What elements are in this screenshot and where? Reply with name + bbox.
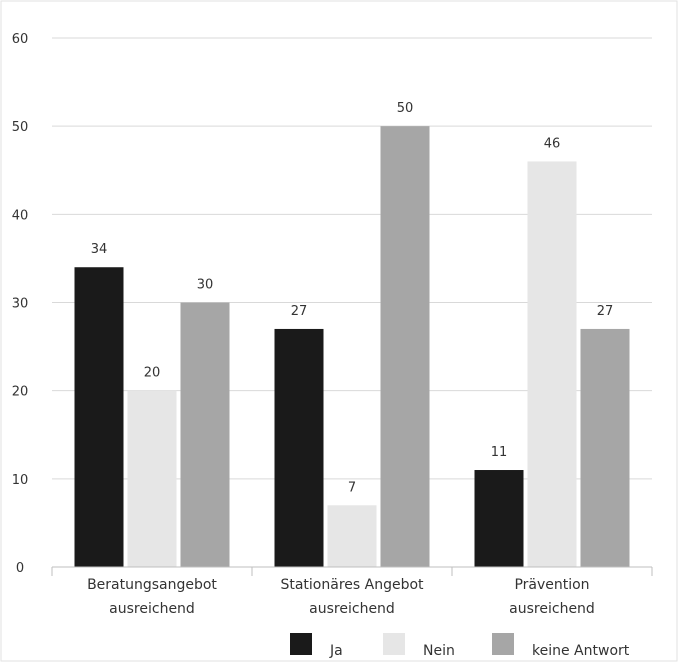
bar-ja-0 [74, 267, 124, 567]
y-tick-label: 40 [12, 208, 29, 223]
y-tick-label: 50 [12, 120, 29, 135]
legend-label: Ja [329, 643, 343, 659]
bar-keine-antwort-0 [180, 302, 230, 567]
data-label: 46 [544, 136, 561, 151]
bar-keine-antwort-1 [380, 126, 430, 568]
bar-nein-1 [327, 505, 377, 567]
data-label: 27 [291, 304, 308, 319]
x-category-label: Prävention [514, 577, 589, 593]
legend-label: keine Antwort [532, 643, 630, 659]
legend: Ja Nein keine Antwort [290, 633, 630, 659]
x-category-label: Beratungsangebot [87, 577, 217, 593]
legend-swatch-ja [290, 633, 312, 655]
legend-swatch-keine-antwort [492, 633, 514, 655]
data-label: 11 [491, 445, 508, 460]
y-axis-ticks: 0 10 20 30 40 50 60 [12, 32, 29, 576]
bar-nein-2 [527, 161, 577, 567]
legend-label: Nein [423, 643, 455, 659]
bar-ja-1 [274, 328, 324, 567]
y-tick-label: 0 [16, 561, 24, 576]
data-label: 30 [197, 278, 214, 293]
y-tick-label: 10 [12, 473, 29, 488]
bar-nein-0 [127, 390, 177, 567]
x-category-label: ausreichend [509, 601, 595, 617]
x-category-label: ausreichend [109, 601, 195, 617]
data-label: 27 [597, 304, 614, 319]
data-label: 20 [144, 366, 161, 381]
data-label: 50 [397, 101, 414, 116]
x-category-label: Stationäres Angebot [280, 577, 424, 593]
bars [74, 126, 630, 568]
data-labels: 34 20 30 27 7 50 11 46 27 [91, 101, 614, 495]
y-tick-label: 60 [12, 32, 29, 47]
legend-swatch-nein [383, 633, 405, 655]
bar-ja-2 [474, 470, 524, 567]
y-tick-label: 20 [12, 385, 29, 400]
x-axis: Beratungsangebot ausreichend Stationäres A… [51, 566, 653, 617]
y-tick-label: 30 [12, 297, 29, 312]
bar-keine-antwort-2 [580, 328, 630, 567]
data-label: 34 [91, 242, 108, 257]
x-category-label: ausreichend [309, 601, 395, 617]
data-label: 7 [348, 480, 356, 495]
